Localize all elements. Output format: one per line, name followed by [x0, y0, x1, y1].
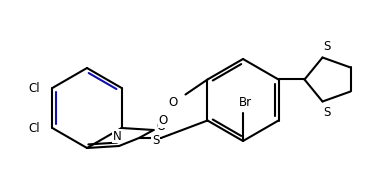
Text: Br: Br [238, 96, 251, 109]
Text: Cl: Cl [29, 81, 40, 95]
Text: S: S [323, 40, 330, 53]
Text: S: S [323, 106, 330, 119]
Text: O: O [156, 120, 166, 134]
Text: O: O [169, 96, 178, 109]
Text: O: O [159, 114, 168, 127]
Text: N: N [113, 130, 121, 142]
Text: Cl: Cl [29, 122, 40, 135]
Text: S: S [152, 135, 159, 147]
